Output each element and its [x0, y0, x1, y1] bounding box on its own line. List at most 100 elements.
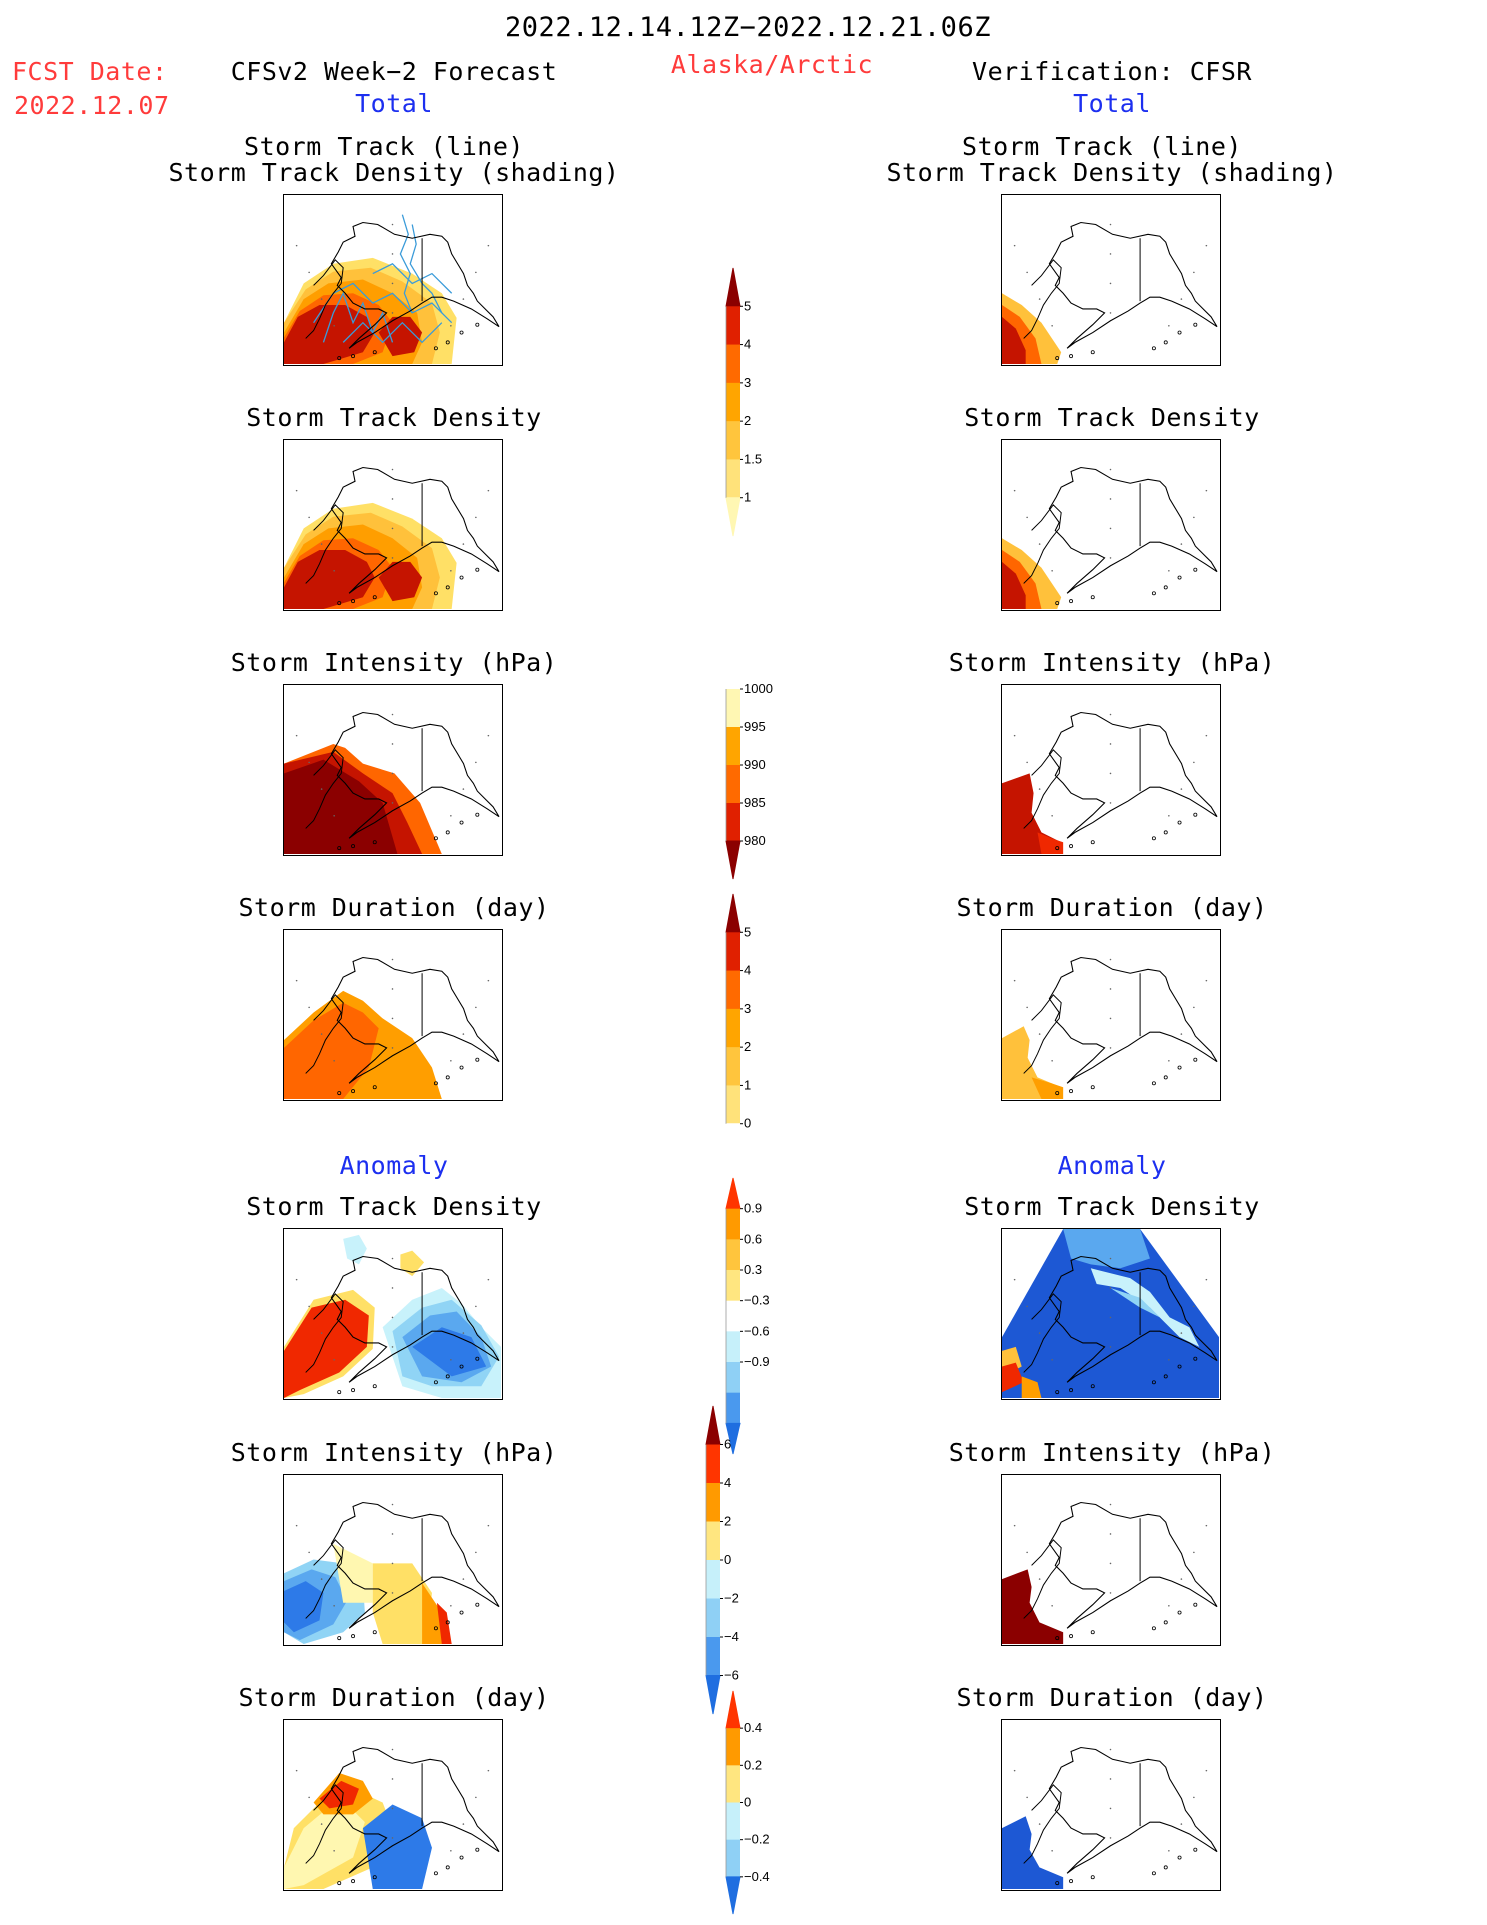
shaded-region — [1037, 832, 1064, 854]
graticule-dot — [1051, 1850, 1053, 1852]
island — [1055, 356, 1060, 361]
graticule-dot — [475, 1796, 477, 1799]
island — [1193, 1057, 1198, 1062]
graticule-dot — [333, 815, 335, 817]
graticule-dot — [308, 1551, 310, 1554]
graticule-dot — [295, 979, 298, 982]
colorbar-tick-label: −4 — [724, 1629, 739, 1644]
alaska-coastline — [1048, 221, 1218, 349]
map-forecast-anomaly-track-density — [283, 1228, 503, 1400]
graticule-dot — [391, 557, 394, 559]
island — [433, 1626, 438, 1631]
graticule-dot — [475, 1305, 477, 1308]
colorbar-tick-label: 995 — [744, 719, 766, 734]
map-verification-anomaly-intensity — [1001, 1474, 1221, 1646]
graticule-dot — [391, 1778, 394, 1780]
island — [1151, 1081, 1156, 1086]
island — [1193, 812, 1198, 817]
colorbar-segment — [706, 1560, 720, 1599]
graticule-dot — [450, 570, 452, 572]
graticule-dot — [487, 734, 490, 737]
graticule-dot — [1026, 1006, 1028, 1009]
shaded-region — [1002, 1229, 1219, 1398]
storm-track-line — [313, 282, 453, 324]
map-forecast-duration — [283, 929, 503, 1101]
map-forecast-anomaly-intensity — [283, 1474, 503, 1646]
colorbar-segment — [726, 1008, 740, 1048]
island — [1090, 350, 1095, 355]
colorbar-tick-label: 0.9 — [744, 1201, 762, 1216]
graticule-dot — [308, 761, 310, 764]
island — [337, 1390, 342, 1395]
colorbar-anomaly-intensity: 6 4 2 0 −2 −4 −6 — [692, 1400, 772, 1720]
island — [1177, 820, 1182, 825]
island — [433, 1871, 438, 1876]
colorbar-anomaly-duration: 0.4 0.2 0 −0.2 −0.4 — [712, 1685, 792, 1920]
map-forecast-anomaly-duration — [283, 1719, 503, 1891]
graticule-dot — [1109, 1346, 1112, 1348]
island — [1090, 1630, 1095, 1635]
shaded-region — [284, 759, 398, 854]
graticule-dot — [1205, 734, 1208, 737]
colorbar-tick-label: 2 — [744, 1039, 751, 1054]
colorbar-segment — [726, 1331, 740, 1363]
alaska-coastline — [1048, 1255, 1218, 1383]
island — [459, 1610, 464, 1615]
island — [1177, 1855, 1182, 1860]
graticule-dot — [1013, 1278, 1016, 1281]
graticule-dot — [1180, 1332, 1183, 1334]
island — [1163, 1620, 1168, 1625]
shaded-region — [1002, 316, 1026, 364]
colorbar-segment — [726, 459, 740, 499]
island — [1069, 354, 1074, 359]
colorbar-tick-label: 5 — [744, 924, 751, 939]
graticule-dot — [308, 1796, 310, 1799]
graticule-dot — [1013, 979, 1016, 982]
graticule-dot — [1205, 489, 1208, 492]
colorbar-segment — [725, 1876, 741, 1915]
graticule-dot — [1109, 312, 1112, 314]
colorbar-segment — [726, 1839, 740, 1878]
siberia-coastline — [1023, 749, 1062, 829]
island — [1069, 1388, 1074, 1393]
island — [1055, 1390, 1060, 1395]
island — [1177, 330, 1182, 335]
island — [459, 575, 464, 580]
alaska-coastline — [330, 1255, 500, 1383]
island — [1055, 846, 1060, 851]
island — [1090, 1875, 1095, 1880]
colorbar-segment — [726, 1728, 740, 1766]
island — [1177, 1610, 1182, 1615]
island — [372, 1630, 377, 1635]
island — [433, 591, 438, 596]
graticule-dot — [391, 1017, 394, 1020]
island — [1177, 1364, 1182, 1369]
map-verification-anomaly-track-density — [1001, 1228, 1221, 1400]
island — [351, 1089, 356, 1094]
storm-track-line — [342, 321, 443, 344]
colorbar-segment — [726, 1300, 740, 1332]
colorbar-segment — [726, 689, 740, 728]
shaded-region — [284, 1581, 324, 1633]
colorbar-segment — [725, 650, 741, 690]
island — [475, 812, 480, 817]
colorbar-segment — [725, 1422, 741, 1455]
graticule-dot — [391, 282, 394, 285]
graticule-dot — [391, 1287, 394, 1289]
graticule-dot — [391, 802, 394, 804]
left-anomaly-track-density-title: Storm Track Density — [246, 1192, 542, 1221]
graticule-dot — [1109, 282, 1112, 285]
graticule-dot — [391, 988, 394, 990]
island — [445, 585, 450, 590]
storm-track-line — [372, 263, 453, 294]
island — [445, 1374, 450, 1379]
graticule-dot — [450, 815, 452, 817]
graticule-dot — [1205, 1769, 1208, 1772]
island — [1055, 1881, 1060, 1886]
colorbar-tick-label: 1.5 — [744, 451, 762, 466]
island — [445, 830, 450, 835]
island — [1163, 1865, 1168, 1870]
right-column-subtitle: Total — [1073, 89, 1151, 118]
shaded-region — [284, 1299, 369, 1398]
graticule-dot — [1109, 1748, 1112, 1751]
